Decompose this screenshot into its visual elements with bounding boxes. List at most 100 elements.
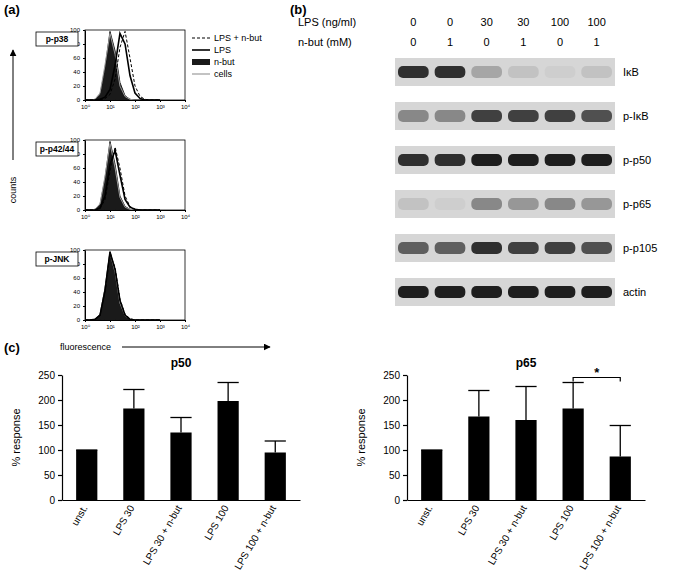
tick-label: LPS 30: [456, 503, 482, 537]
blot-strip: [395, 58, 615, 86]
bar: [515, 420, 536, 500]
blot-band: [581, 198, 612, 210]
blot-band: [398, 66, 429, 78]
tick-label: 0: [77, 317, 81, 323]
error-stem: [133, 390, 134, 409]
tick-mark: [58, 425, 62, 426]
tick: 60: [73, 275, 85, 281]
tick-label: 10³: [156, 324, 165, 330]
plot-frame: [85, 30, 185, 100]
blot-band: [545, 154, 576, 166]
error-cap: [563, 382, 584, 383]
tick-label: 0: [394, 495, 400, 506]
lane-header: 1: [594, 36, 600, 48]
tick-label: 100: [383, 445, 400, 456]
axis-arrow: [13, 50, 14, 160]
histogram-area: [85, 251, 160, 320]
tick: 10¹: [106, 100, 115, 110]
error-cap: [468, 390, 489, 391]
tick-label: LPS 100 + n-but: [232, 503, 278, 572]
tick-mark: [83, 196, 85, 197]
error-cap: [515, 386, 536, 387]
tick-label: 50: [44, 470, 56, 481]
legend-label: LPS: [214, 45, 231, 55]
tick-label: LPS 100 + n-but: [577, 503, 623, 572]
axis-title: % response: [355, 408, 367, 466]
tick: 10⁰: [81, 320, 91, 330]
bar: [563, 409, 584, 501]
blot-band: [581, 286, 612, 298]
tick-mark: [83, 250, 85, 251]
tick: 60: [73, 55, 85, 61]
tick-mark: [83, 44, 85, 45]
tick-label: 250: [383, 370, 400, 381]
tick-label: 150: [38, 420, 55, 431]
tick-label: LPS 100: [202, 503, 231, 542]
lane-header: 0: [447, 16, 453, 28]
tick-mark: [185, 320, 186, 322]
tick-mark: [83, 86, 85, 87]
blot-band: [471, 154, 502, 166]
axis: 10⁰10¹10²10³10⁴: [81, 210, 191, 220]
axis: 050100150200250: [383, 370, 407, 506]
axis-line: [408, 500, 646, 501]
blot-band: [581, 66, 612, 78]
tick: 40: [73, 69, 85, 75]
bar: [76, 450, 97, 500]
blot-band: [545, 66, 576, 78]
blot-band: [471, 198, 502, 210]
tick-label: 40: [73, 289, 80, 295]
panel-title: p-JNK: [44, 254, 70, 264]
band-label: p-p50: [623, 154, 651, 166]
band-label: p-IκB: [623, 110, 649, 122]
tick-mark: [83, 154, 85, 155]
blot-band: [435, 154, 466, 166]
tick: 10⁰: [81, 210, 91, 220]
error-stem: [275, 441, 276, 453]
axis-arrow: [122, 347, 270, 348]
axis: 050100150200250: [38, 370, 62, 506]
blot-band: [508, 242, 539, 254]
tick: LPS 30: [456, 500, 482, 537]
tick-mark: [83, 292, 85, 293]
tick-mark: [83, 140, 85, 141]
tick-mark: [403, 475, 407, 476]
chart-title: p65: [516, 356, 537, 370]
tick: 0: [49, 495, 62, 506]
tick-label: LPS 30 + n-but: [141, 503, 184, 567]
row-header: LPS (ng/ml): [298, 16, 356, 28]
error-bar: [515, 387, 536, 421]
lane-header: 30: [481, 16, 493, 28]
error-cap: [218, 382, 239, 383]
tick: unst.: [69, 500, 89, 528]
blot-band: [471, 110, 502, 122]
axis-title: % response: [10, 408, 22, 466]
tick-label: 60: [73, 165, 80, 171]
tick-mark: [83, 264, 85, 265]
lane-header: 30: [517, 16, 529, 28]
tick: 10¹: [106, 320, 115, 330]
tick: 50: [44, 470, 62, 481]
tick: 250: [383, 370, 407, 381]
tick: 10²: [131, 210, 140, 220]
tick-label: 200: [38, 395, 55, 406]
blot-band: [435, 286, 466, 298]
tick: 0: [77, 207, 85, 213]
lane-header: 1: [520, 36, 526, 48]
lane-header: 100: [587, 16, 605, 28]
error-stem: [478, 391, 479, 417]
tick-label: LPS 30: [111, 503, 137, 537]
histogram-area: [85, 31, 160, 100]
blot-band: [471, 66, 502, 78]
plot-area: [85, 31, 160, 100]
tick-label: 10³: [156, 214, 165, 220]
panel-label: (c): [4, 340, 20, 355]
error-cap: [610, 425, 631, 426]
blot-band: [398, 154, 429, 166]
legend-swatch: [192, 37, 210, 38]
tick-label: 10¹: [106, 324, 115, 330]
histogram-line: [85, 254, 160, 321]
blot-band: [508, 286, 539, 298]
error-cap: [170, 417, 191, 418]
tick-label: 0: [77, 207, 81, 213]
